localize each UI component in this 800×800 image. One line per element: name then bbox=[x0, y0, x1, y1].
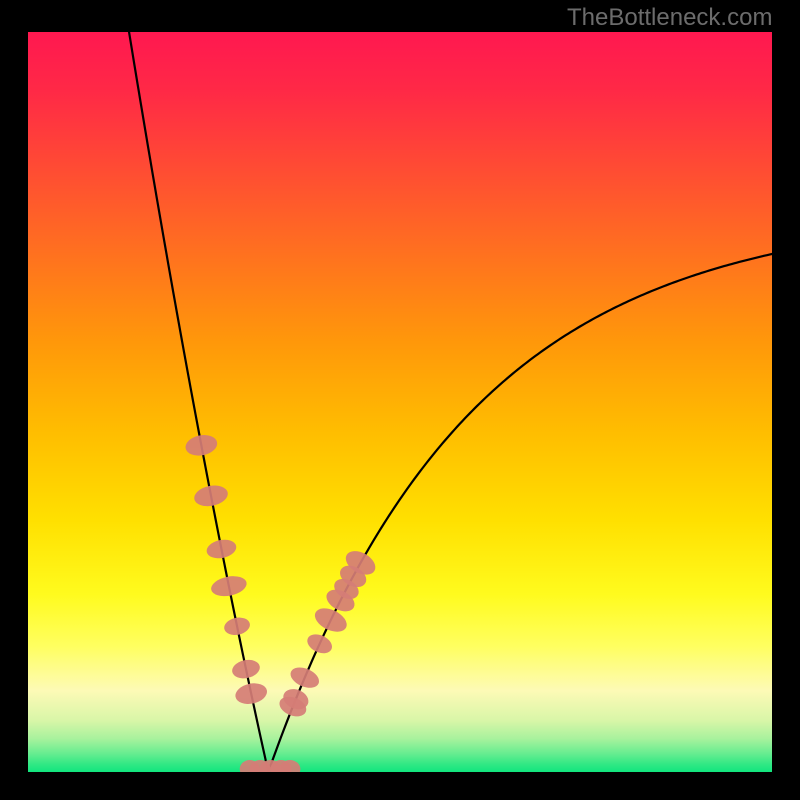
chart-container: TheBottleneck.com bbox=[0, 0, 800, 800]
chart-gradient-bg bbox=[28, 32, 772, 772]
watermark-label: TheBottleneck.com bbox=[567, 4, 772, 32]
bottleneck-chart bbox=[0, 0, 800, 800]
